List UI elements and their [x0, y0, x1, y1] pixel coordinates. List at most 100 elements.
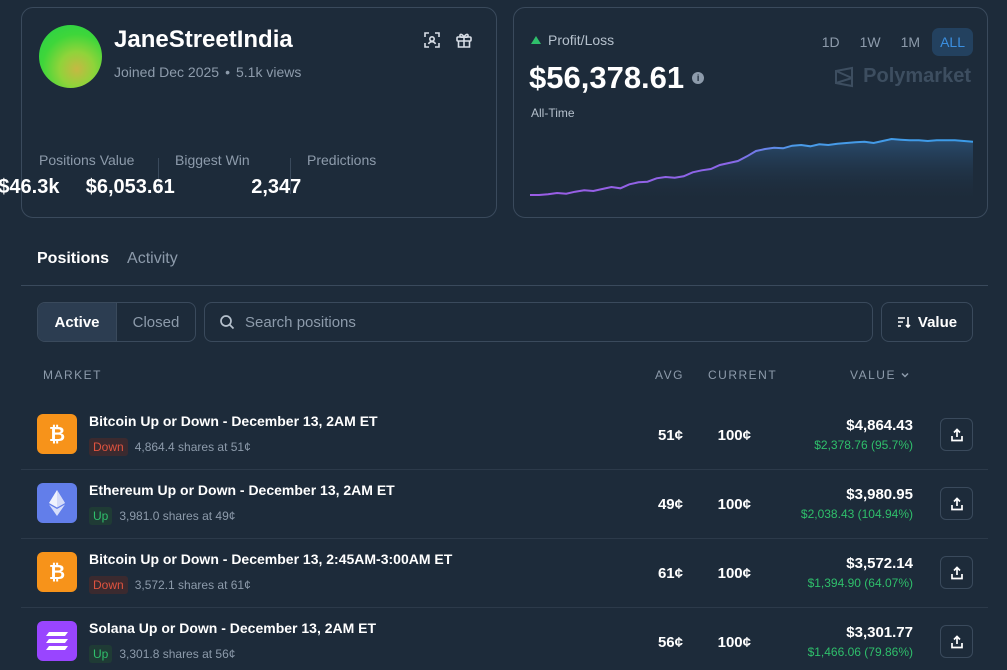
pnl-period: All-Time: [531, 106, 575, 120]
table-row[interactable]: Ethereum Up or Down - December 13, 2AM E…: [21, 470, 988, 539]
svg-text:₿: ₿: [49, 422, 65, 446]
stat-value: 2,347: [251, 176, 302, 198]
avg-price: 49¢: [657, 496, 683, 513]
stat-label: Positions Value: [39, 152, 135, 168]
range-1w[interactable]: 1W: [859, 34, 881, 50]
pnl-label-text: Profit/Loss: [548, 32, 615, 48]
tab-activity[interactable]: Activity: [127, 250, 178, 267]
status-toggle: Active Closed: [37, 302, 196, 342]
range-selector: 1D 1W 1M ALL: [814, 28, 973, 56]
filter-active-button[interactable]: Active: [38, 303, 117, 341]
triangle-up-icon: [531, 36, 541, 44]
pnl-card: Profit/Loss $56,378.61 i All-Time 1D 1W …: [513, 7, 988, 218]
stat-positions-value: Positions Value $46.3k: [0, 152, 135, 198]
shares-text: 3,301.8 shares at 56¢: [119, 647, 236, 661]
position-gain: $1,394.90 (64.07%): [807, 576, 913, 590]
share-button[interactable]: [940, 487, 973, 520]
position-detail: Up 3,981.0 shares at 49¢: [89, 507, 235, 525]
sort-label: Value: [917, 313, 958, 331]
polymarket-logo: Polymarket: [833, 65, 971, 88]
shares-text: 3,572.1 shares at 61¢: [134, 578, 251, 592]
share-button[interactable]: [940, 418, 973, 451]
svg-text:₿: ₿: [49, 560, 65, 584]
share-icon: [950, 565, 963, 579]
bitcoin-glyph: ₿: [49, 422, 65, 446]
current-price: 100¢: [717, 496, 751, 513]
sort-icon: [897, 317, 911, 329]
divider: [158, 158, 159, 194]
solana-icon: [37, 621, 77, 661]
gift-icon[interactable]: [455, 31, 475, 51]
col-value-label: VALUE: [850, 368, 896, 382]
solana-glyph: [46, 632, 68, 650]
tab-bar: Positions Activity: [37, 250, 178, 268]
share-button[interactable]: [940, 625, 973, 658]
position-value: $3,980.95: [846, 486, 913, 503]
position-gain: $1,466.06 (79.86%): [807, 645, 913, 659]
stat-predictions: Predictions 2,347: [251, 152, 377, 198]
pnl-area: [530, 139, 973, 203]
bitcoin-glyph: ₿: [49, 560, 65, 584]
col-avg: AVG: [655, 368, 684, 382]
market-title[interactable]: Solana Up or Down - December 13, 2AM ET: [89, 620, 377, 636]
market-title[interactable]: Bitcoin Up or Down - December 13, 2AM ET: [89, 413, 378, 429]
search-icon: [220, 315, 235, 330]
sort-button[interactable]: Value: [881, 302, 973, 342]
market-title[interactable]: Ethereum Up or Down - December 13, 2AM E…: [89, 482, 395, 498]
brand-name: Polymarket: [863, 65, 971, 87]
table-row[interactable]: ₿ Bitcoin Up or Down - December 13, 2AM …: [21, 401, 988, 470]
share-icon: [950, 427, 963, 441]
profile-card: JaneStreetIndia Joined Dec 2025 • 5.1k vie…: [0, 7, 497, 218]
ethereum-icon: [37, 483, 77, 523]
chevron-down-icon: [901, 372, 909, 378]
position-detail: Up 3,301.8 shares at 56¢: [89, 645, 235, 663]
current-price: 100¢: [717, 427, 751, 444]
range-1d[interactable]: 1D: [821, 34, 840, 50]
stat-value: $46.3k: [0, 176, 60, 198]
tab-divider: [21, 285, 988, 286]
side-badge: Up: [89, 507, 113, 525]
position-detail: Down 3,572.1 shares at 61¢: [89, 576, 251, 594]
current-price: 100¢: [717, 565, 751, 582]
info-icon[interactable]: i: [692, 72, 705, 84]
view-count: 5.1k views: [235, 64, 302, 80]
pnl-label: Profit/Loss: [531, 32, 614, 48]
table-row[interactable]: Solana Up or Down - December 13, 2AM ET …: [21, 608, 988, 670]
col-market: MARKET: [43, 368, 103, 382]
pnl-amount: $56,378.61: [529, 60, 685, 95]
side-badge: Down: [89, 576, 128, 594]
pnl-value: $56,378.61 i: [529, 60, 705, 96]
position-value: $3,301.77: [846, 624, 913, 641]
divider: [290, 158, 291, 194]
tab-positions[interactable]: Positions: [37, 250, 110, 267]
stat-value: $6,053.61: [85, 176, 175, 198]
range-all[interactable]: ALL: [932, 28, 973, 56]
ethereum-glyph: [49, 490, 65, 516]
table-row[interactable]: ₿ Bitcoin Up or Down - December 13, 2:45…: [21, 539, 988, 608]
filter-closed-button[interactable]: Closed: [132, 313, 180, 331]
stat-biggest-win: Biggest Win $6,053.61: [86, 152, 250, 198]
avg-price: 56¢: [657, 634, 683, 651]
shares-text: 3,981.0 shares at 49¢: [119, 509, 236, 523]
profile-meta: Joined Dec 2025 • 5.1k views: [114, 64, 302, 80]
market-title[interactable]: Bitcoin Up or Down - December 13, 2:45AM…: [89, 551, 453, 567]
col-value[interactable]: VALUE: [850, 368, 910, 382]
pnl-line: [530, 137, 973, 196]
position-detail: Down 4,864.4 shares at 51¢: [89, 438, 251, 456]
position-value: $3,572.14: [846, 555, 913, 572]
stat-label: Predictions: [307, 152, 377, 168]
share-icon: [950, 496, 963, 510]
username: JaneStreetIndia: [114, 26, 293, 53]
search-box: [204, 302, 873, 342]
position-value: $4,864.43: [846, 417, 913, 434]
range-1m[interactable]: 1M: [900, 34, 921, 50]
search-input[interactable]: [245, 313, 845, 331]
bitcoin-icon: ₿: [37, 552, 77, 592]
position-gain: $2,378.76 (95.7%): [814, 438, 913, 452]
position-gain: $2,038.43 (104.94%): [800, 507, 913, 521]
qr-scan-icon[interactable]: [423, 31, 443, 51]
avg-price: 51¢: [657, 427, 683, 444]
avatar: [39, 25, 102, 88]
share-button[interactable]: [940, 556, 973, 589]
avg-price: 61¢: [657, 565, 683, 582]
